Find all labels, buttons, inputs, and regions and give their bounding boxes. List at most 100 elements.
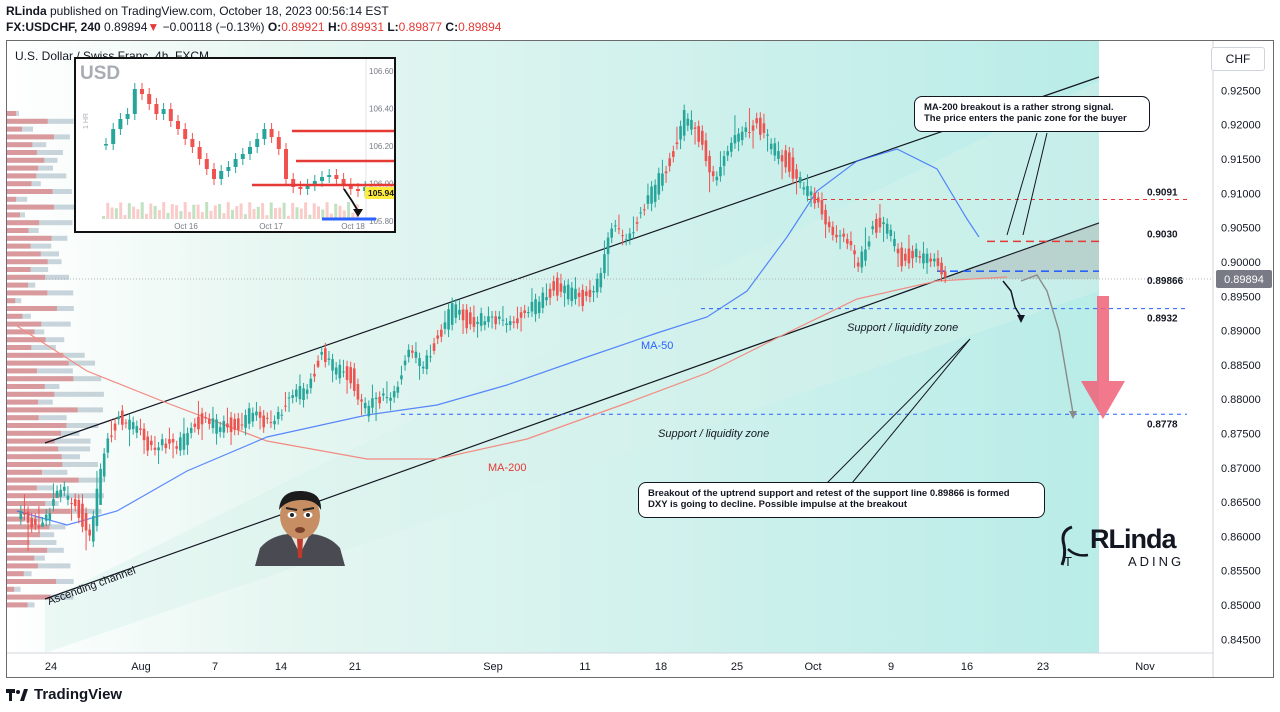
candle-body [817,197,820,203]
candle-body [505,323,508,326]
callout-pointer-1b [1022,132,1048,236]
candle-body [559,283,563,292]
candle-body [349,367,352,384]
inset-volume-bar [338,205,342,219]
x-tick-label: 18 [655,661,667,673]
candle-body [813,192,816,204]
candle-body [599,273,603,288]
candle-body [501,319,505,321]
price-change: −0.00118 (−0.13%) [162,20,265,34]
candle-body [229,417,233,433]
volume-profile-bar [7,501,46,506]
candle-body [465,309,468,329]
x-tick-label: Oct [804,661,821,673]
inset-volume-bar [235,206,239,219]
candle-body [211,418,215,429]
candle-body [831,226,835,236]
last-price: 0.89894 [104,20,148,34]
logo-text-top: RLinda [1090,524,1176,554]
y-tick-label: 0.87500 [1221,428,1261,440]
inset-volume-bar [265,215,269,219]
support-zone-label-1: Support / liquidity zone [847,322,958,334]
candle-body [454,304,458,318]
candle-body [722,156,726,166]
volume-profile-bar [7,150,37,155]
volume-profile-bar [7,462,63,467]
tradingview-footer[interactable]: TradingView [6,686,122,703]
level-label: 0.9091 [1147,188,1178,199]
inset-volume-bar [256,206,260,219]
inset-volume-bar [226,202,230,219]
analyst-avatar-icon [255,490,345,566]
candle-body [215,419,218,434]
candle-body [226,423,229,428]
candle-body [113,423,117,431]
candle-body [255,411,258,416]
candle-body [846,239,849,244]
x-tick-label: 25 [731,661,743,673]
candle-body [302,388,305,401]
candle-body [389,397,392,401]
author-name[interactable]: RLinda [6,4,47,18]
inset-volume-bar [179,211,183,219]
inset-candle [240,154,245,159]
candle-body [595,278,599,293]
volume-profile-bar [7,126,22,132]
candle-body [922,253,925,264]
candle-body [26,511,30,523]
volume-profile-bar [7,415,39,421]
inset-current-label: 105.94 [368,188,394,198]
x-tick-label: 24 [45,661,57,673]
candle-body [193,423,197,428]
candle-body [795,169,798,179]
y-tick-label: 0.84500 [1221,634,1261,646]
volume-profile-bar [7,204,55,210]
candle-body [907,248,911,264]
open-value: 0.89921 [281,20,325,34]
candle-body [298,386,302,400]
x-tick-label: Aug [131,661,151,673]
volume-profile-bar [7,306,57,311]
volume-profile-bar [7,329,35,335]
volume-profile-bar [7,352,64,358]
candle-body [527,311,530,313]
candle-body [106,438,110,453]
volume-profile-bar [7,563,38,569]
candle-body [545,297,548,301]
volume-profile-bar [7,586,15,592]
candle-body [131,422,135,430]
inset-volume-bar [192,204,196,219]
inset-candle [132,89,137,114]
candle-body [494,316,497,325]
candle-body [853,250,856,255]
close-label: C: [445,20,459,34]
callout-pointer-1 [1006,132,1038,236]
inset-volume-bar [170,204,174,219]
candle-body [34,518,37,525]
candle-body [440,329,443,337]
inset-volume-bar [213,205,217,219]
candle-body [472,317,476,327]
volume-profile-bar [7,360,69,366]
inset-candle [183,129,188,139]
candle-body [784,150,787,168]
candle-body [403,360,407,366]
inset-volume-bar [286,215,290,219]
candle-body [552,281,555,291]
low-label: L: [387,20,399,34]
candle-body [44,514,48,521]
candle-body [548,288,552,298]
inset-candle [111,129,116,144]
inset-volume-bar [239,203,243,219]
candle-body [769,143,773,150]
candle-body [168,439,171,444]
candle-body [150,440,153,446]
candle-body [508,321,512,326]
open-label: O: [267,20,282,34]
volume-profile-bar [7,516,25,522]
volume-profile-bar [7,454,62,460]
currency-button[interactable]: CHF [1211,47,1265,71]
candle-body [574,288,577,300]
candle-body [563,285,566,294]
